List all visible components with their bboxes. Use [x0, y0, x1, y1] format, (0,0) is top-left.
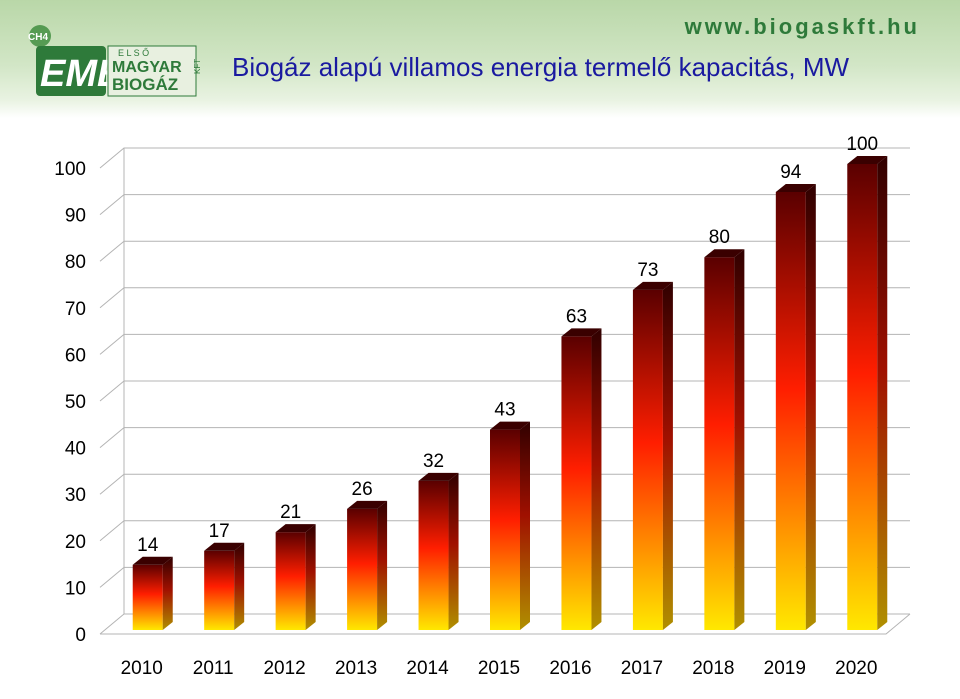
x-tick-label: 2010: [121, 658, 163, 679]
x-tick-label: 2014: [406, 658, 449, 679]
value-label: 32: [423, 451, 444, 472]
logo-magyar-text: MAGYAR: [112, 59, 182, 76]
bars: [132, 156, 888, 630]
value-label: 14: [137, 535, 159, 556]
axes: 0 10 20 30 40 50 60 70 80 90 100: [54, 148, 911, 646]
bar-side-2016: [591, 328, 602, 630]
y-tick-label: 80: [65, 252, 86, 273]
bar-side-2017: [662, 281, 673, 630]
bar-top-2017: [632, 281, 673, 290]
x-tick-label: 2012: [263, 658, 305, 679]
x-tick-label: 2020: [835, 658, 877, 679]
y-tick-label: 60: [65, 345, 86, 366]
bar-top-2010: [132, 556, 173, 565]
y-tick-label: 10: [65, 578, 86, 599]
bar-2012: [275, 532, 306, 630]
y-tick-label: 40: [65, 439, 86, 460]
value-label: 73: [637, 260, 658, 281]
value-label: 100: [846, 134, 878, 155]
value-label: 63: [566, 306, 587, 327]
bar-2019: [775, 191, 806, 630]
bar-top-2020: [847, 156, 888, 164]
x-tick-label: 2013: [335, 658, 377, 679]
website-url: www.biogaskft.hu: [684, 14, 920, 39]
logo-biogaz-text: BIOGÁZ: [112, 75, 178, 94]
floor-edge: [100, 613, 911, 635]
bar-2010: [132, 564, 163, 630]
emb-logo: CH4 EMB E L S Ő MAGYAR BIOGÁZ KFT: [28, 25, 202, 97]
y-tick-label: 0: [75, 625, 86, 646]
bar-top-2018: [704, 249, 745, 258]
bar-2011: [204, 550, 235, 630]
bar-top-2019: [775, 183, 816, 192]
value-label: 26: [352, 479, 373, 500]
bar-side-2013: [377, 500, 388, 630]
x-tick-label: 2016: [549, 658, 591, 679]
y-tick-label: 20: [65, 532, 86, 553]
bar-side-2014: [448, 472, 459, 630]
bar-top-2012: [275, 524, 316, 533]
x-tick-label: 2015: [478, 658, 520, 679]
bar-2014: [418, 480, 449, 630]
y-tick-label: 90: [65, 206, 86, 227]
logo-ch4-text: CH4: [28, 32, 48, 43]
y-tick-label: 50: [65, 392, 86, 413]
x-tick-label: 2018: [692, 658, 734, 679]
x-tick-label: 2011: [193, 658, 234, 679]
data-labels: 14 2010 17 2011 21 2012 26 2013 32 2014 43 2015 63 20…: [121, 134, 879, 679]
bar-2016: [561, 336, 592, 630]
bar-2015: [490, 429, 520, 630]
bar-side-2010: [162, 556, 173, 630]
bar-side-2015: [520, 421, 530, 630]
header-banner: CH4 EMB E L S Ő MAGYAR BIOGÁZ KFT www.bi…: [0, 0, 960, 118]
bar-top-2016: [561, 328, 602, 337]
bar-side-2012: [305, 524, 316, 630]
bar-side-2018: [734, 249, 745, 630]
chart-title: Biogáz alapú villamos energia termelő ka…: [232, 52, 850, 82]
value-label: 94: [780, 162, 802, 183]
x-tick-label: 2019: [764, 658, 806, 679]
value-label: 21: [280, 502, 301, 523]
bar-top-2014: [418, 472, 459, 481]
x-tick-label: 2017: [621, 658, 663, 679]
bar-top-2013: [347, 500, 388, 509]
bar-top-2011: [204, 542, 245, 551]
logo-kft-text: KFT: [193, 59, 202, 74]
bar-side-2019: [805, 183, 816, 630]
y-tick-label: 100: [54, 159, 86, 180]
bar-2018: [704, 257, 735, 630]
y-tick-label: 70: [65, 299, 86, 320]
value-label: 80: [709, 227, 730, 248]
bar-2017: [632, 289, 663, 630]
value-label: 17: [209, 521, 230, 542]
value-label: 43: [494, 400, 515, 421]
bar-2013: [347, 508, 378, 630]
logo-elso-text: E L S Ő: [118, 48, 149, 58]
bar-side-2020: [877, 156, 888, 630]
bar-side-2011: [234, 542, 245, 630]
bar-2020: [847, 164, 878, 630]
y-tick-label: 30: [65, 485, 86, 506]
bar-top-2015: [490, 421, 530, 430]
